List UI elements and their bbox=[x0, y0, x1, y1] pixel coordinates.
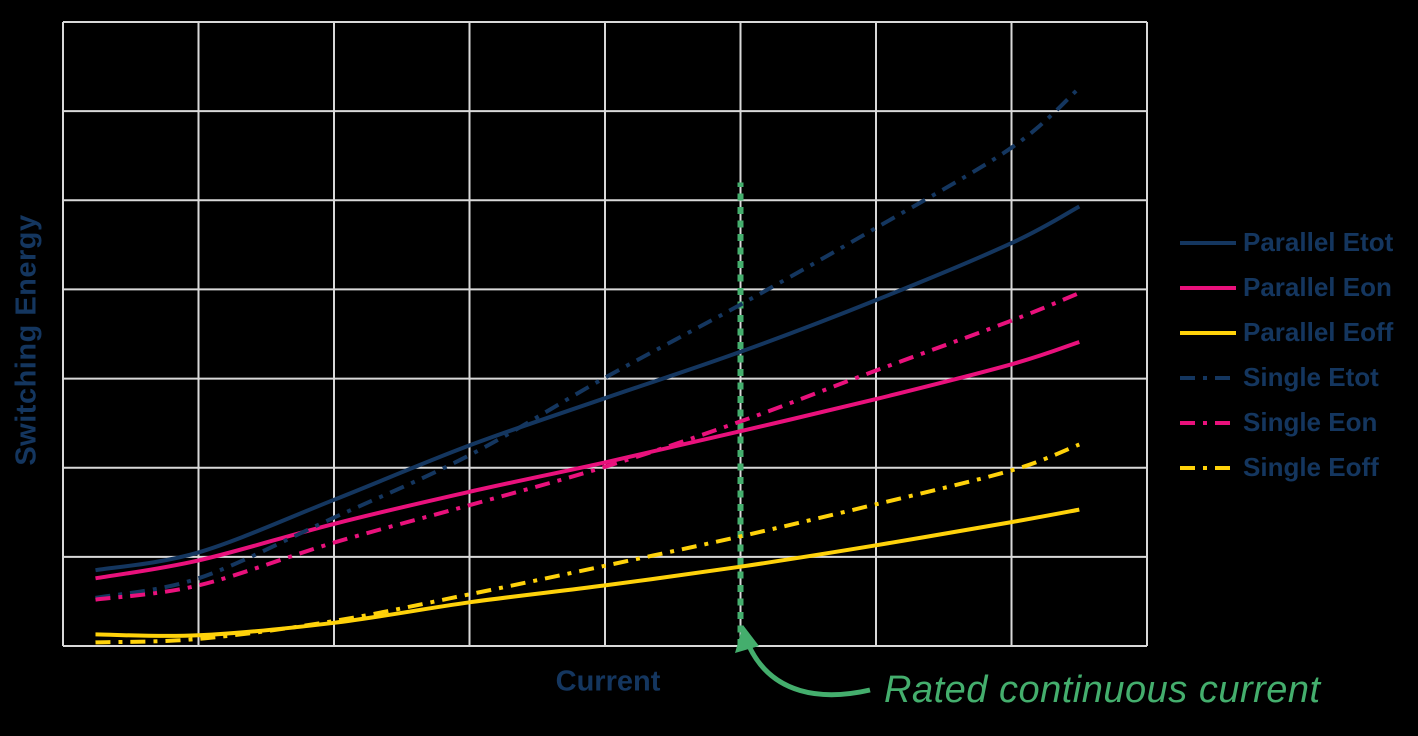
curve-single-etot bbox=[95, 86, 1081, 600]
legend-item-single-eon: Single Eon bbox=[1180, 400, 1393, 445]
legend-swatch-dashdot bbox=[1180, 420, 1236, 425]
data-curves bbox=[95, 86, 1081, 645]
legend-label: Single Eoff bbox=[1243, 452, 1379, 482]
legend-item-single-eoff: Single Eoff bbox=[1180, 445, 1393, 490]
legend-item-parallel-eon: Parallel Eon bbox=[1180, 265, 1393, 310]
legend-label: Single Eon bbox=[1243, 407, 1378, 437]
annotation-arrow bbox=[735, 625, 871, 698]
legend-swatch-dashdot bbox=[1180, 375, 1236, 380]
legend-swatch-dashdot bbox=[1180, 465, 1236, 470]
legend: Parallel Etot Parallel Eon Parallel Eoff Si… bbox=[1180, 220, 1393, 490]
legend-swatch-solid bbox=[1180, 330, 1236, 335]
annotation-arrowhead bbox=[735, 625, 759, 653]
legend-label: Parallel Etot bbox=[1243, 227, 1394, 257]
curve-parallel-eon bbox=[95, 340, 1080, 581]
curve-single-eoff bbox=[95, 442, 1081, 645]
legend-label: Parallel Eon bbox=[1243, 272, 1392, 302]
x-axis-label: Current bbox=[555, 665, 661, 698]
legend-item-single-etot: Single Etot bbox=[1180, 355, 1393, 400]
legend-item-parallel-etot: Parallel Etot bbox=[1180, 220, 1393, 265]
annotation-label: Rated continuous current bbox=[884, 669, 1321, 711]
y-axis-label: Switching Energy bbox=[10, 214, 43, 466]
curve-parallel-etot bbox=[95, 204, 1081, 573]
legend-swatch-solid bbox=[1180, 285, 1236, 290]
legend-item-parallel-eoff: Parallel Eoff bbox=[1180, 310, 1393, 355]
legend-label: Parallel Eoff bbox=[1243, 317, 1394, 347]
legend-label: Single Etot bbox=[1243, 362, 1379, 392]
curve-single-eon bbox=[95, 291, 1081, 602]
legend-swatch-solid bbox=[1180, 240, 1236, 245]
annotation-arrow-curve bbox=[746, 644, 871, 698]
